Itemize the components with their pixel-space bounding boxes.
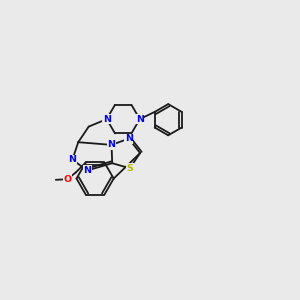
Text: N: N bbox=[108, 140, 116, 149]
Text: N: N bbox=[68, 155, 76, 164]
Text: N: N bbox=[136, 115, 144, 124]
Text: O: O bbox=[63, 175, 71, 184]
Text: N: N bbox=[83, 166, 91, 175]
Text: N: N bbox=[103, 115, 111, 124]
Text: N: N bbox=[125, 134, 133, 143]
Text: S: S bbox=[127, 164, 133, 173]
